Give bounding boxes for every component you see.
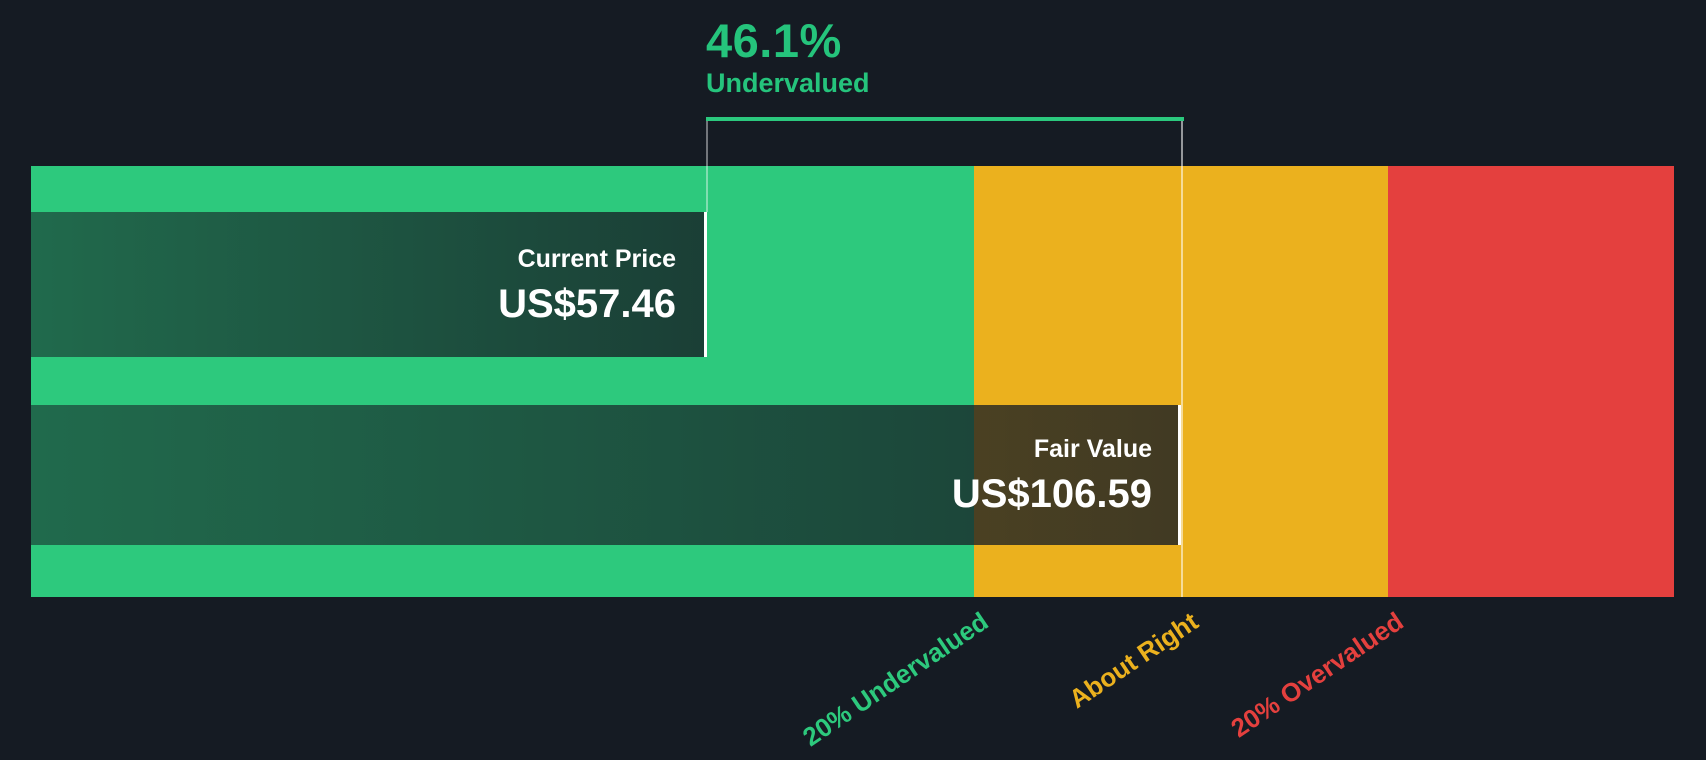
current-price-reference-line — [706, 121, 708, 212]
discount-bracket-line — [706, 117, 1184, 121]
discount-percent: 46.1% — [706, 14, 842, 67]
zone-overvalued — [1388, 166, 1674, 597]
axis-label-overvalued: 20% Overvalued — [1225, 606, 1409, 744]
current-price-label: Current Price — [517, 244, 676, 273]
fair-value-value: US$106.59 — [951, 472, 1152, 516]
fair-value-box: Fair Value US$106.59 — [31, 405, 1181, 545]
axis-label-about-right: About Right — [1063, 606, 1204, 715]
axis-label-undervalued: 20% Undervalued — [797, 606, 994, 753]
discount-status: Undervalued — [706, 68, 870, 98]
current-price-value: US$57.46 — [498, 281, 676, 326]
fair-value-reference-line — [1181, 121, 1183, 597]
fair-value-label: Fair Value — [1033, 435, 1152, 463]
valuation-bar: Current Price US$57.46 Fair Value US$106… — [31, 166, 1674, 597]
current-price-box: Current Price US$57.46 — [31, 212, 707, 357]
discount-callout: 46.1% Undervalued — [706, 16, 870, 97]
